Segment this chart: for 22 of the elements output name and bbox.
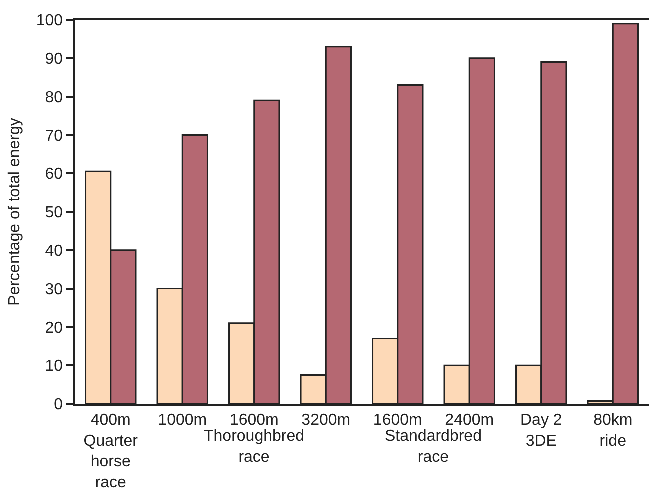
- y-tick-label: 10: [45, 358, 64, 376]
- y-tick-label: 0: [54, 396, 64, 414]
- x-tick-label: Day 2 3DE: [520, 412, 562, 450]
- x-tick-label: 1600m: [230, 412, 279, 429]
- y-tick-label: 70: [45, 128, 64, 145]
- y-tick-label: 80: [45, 89, 64, 106]
- text: Standardbred race: [385, 428, 482, 466]
- y-tick-label: 30: [45, 281, 64, 298]
- y-tick-label: 100: [36, 12, 64, 30]
- x-tick-label: 1000m: [158, 412, 208, 429]
- x-tick-label: 1600m: [373, 412, 422, 429]
- y-tick-label: 50: [45, 204, 64, 222]
- y-tick-label: 20: [45, 320, 64, 337]
- x-tick-label: 3200m: [302, 412, 351, 429]
- text: Thoroughbred race: [204, 428, 305, 466]
- y-tick-label: 90: [45, 51, 64, 68]
- x-tick-label: 2400m: [445, 412, 494, 429]
- y-tick-label: 40: [45, 243, 64, 260]
- x-tick-label: 80km ride: [594, 412, 633, 450]
- x-tick-label: 400m Quarter horse race: [84, 412, 139, 492]
- y-axis-title: Percentage of total energy: [6, 118, 24, 306]
- y-tick-label: 60: [45, 166, 64, 184]
